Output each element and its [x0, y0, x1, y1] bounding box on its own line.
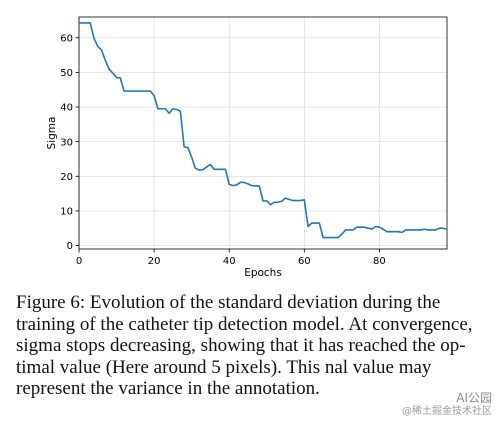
- y-tick-label: 50: [60, 68, 73, 79]
- watermark: AI公园 @稀土掘金技术社区: [402, 392, 492, 418]
- watermark-source-text: @稀土掘金技术社区: [402, 406, 492, 417]
- x-tick-label: 40: [223, 256, 236, 267]
- y-tick-label: 60: [60, 33, 73, 44]
- figure-caption: Figure 6: Evolution of the standard devi…: [16, 292, 488, 400]
- plot-frame: [78, 16, 448, 250]
- caption-line: represent the variance in the annotation…: [16, 378, 320, 399]
- watermark-logo-text: AI公园: [456, 391, 492, 405]
- y-tick-label: 0: [67, 241, 73, 252]
- sigma-line-chart: 0 20 40 60 80 0 10 20 30 40 50 60 Epochs Sigma: [46, 16, 448, 279]
- sigma-series-line: [79, 22, 448, 239]
- x-tick-label: 80: [373, 256, 386, 267]
- caption-line: Figure 6: Evolution of the standard devi…: [16, 292, 441, 313]
- x-axis-ticks: 0 20 40 60 80: [76, 249, 386, 267]
- y-axis-label: Sigma: [46, 117, 58, 150]
- x-tick-label: 20: [148, 256, 161, 267]
- caption-line: timal value (Here around 5 pixels). This…: [16, 356, 432, 378]
- y-tick-label: 10: [60, 207, 73, 218]
- x-tick-label: 0: [76, 256, 82, 267]
- y-axis-ticks: 0 10 20 30 40 50 60: [60, 33, 79, 252]
- caption-line: sigma stops decreasing, showing that it …: [16, 335, 466, 356]
- x-axis-label: Epochs: [244, 267, 282, 279]
- x-tick-label: 60: [298, 256, 311, 267]
- grid-lines: [78, 17, 447, 249]
- y-tick-label: 30: [60, 137, 73, 148]
- y-tick-label: 40: [60, 103, 73, 114]
- caption-line: training of the catheter tip detection m…: [16, 313, 473, 335]
- y-tick-label: 20: [60, 172, 73, 183]
